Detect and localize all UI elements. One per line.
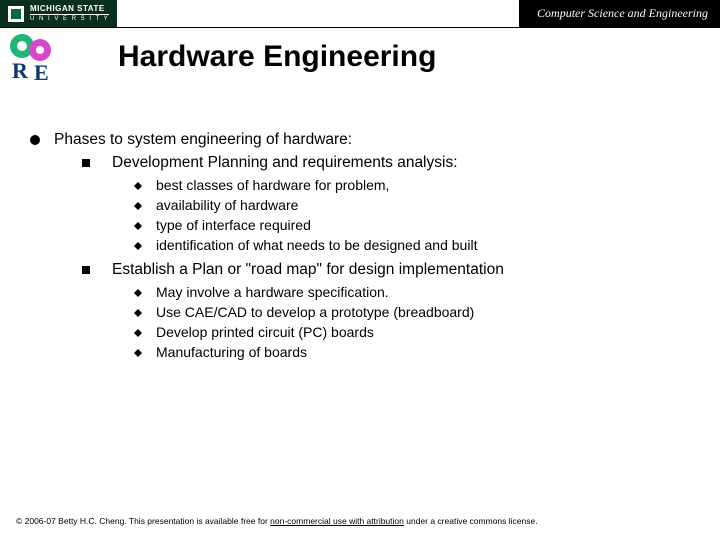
diamond-bullet-icon: [134, 202, 142, 210]
svg-text:R: R: [12, 58, 29, 83]
diamond-bullet-icon: [134, 222, 142, 230]
msu-text: MICHIGAN STATE U N I V E R S I T Y: [30, 5, 109, 22]
level3-text: type of interface required: [156, 216, 311, 235]
level2-text: Establish a Plan or "road map" for desig…: [112, 260, 504, 281]
msu-top-text: MICHIGAN STATE: [30, 5, 109, 13]
slide: MICHIGAN STATE U N I V E R S I T Y Compu…: [0, 0, 720, 540]
level3-text: Use CAE/CAD to develop a prototype (brea…: [156, 303, 474, 322]
msu-logo-block: MICHIGAN STATE U N I V E R S I T Y: [0, 0, 117, 27]
diamond-bullet-icon: [134, 182, 142, 190]
level2-text: Development Planning and requirements an…: [112, 153, 458, 174]
bullet-level3: type of interface required: [134, 216, 700, 235]
bullet-level2: Establish a Plan or "road map" for desig…: [82, 260, 700, 281]
bullet-level3: best classes of hardware for problem,: [134, 176, 700, 195]
level3-text: identification of what needs to be desig…: [156, 236, 477, 255]
level3-text: best classes of hardware for problem,: [156, 176, 389, 195]
svg-text:E: E: [34, 60, 49, 85]
bullet-level1: Phases to system engineering of hardware…: [30, 130, 700, 151]
slide-title: Hardware Engineering: [118, 40, 436, 74]
footer-copyright: © 2006-07 Betty H.C. Cheng. This present…: [16, 516, 538, 526]
diamond-bullet-icon: [134, 329, 142, 337]
level3-text: May involve a hardware specification.: [156, 283, 389, 302]
bullet-level3: availability of hardware: [134, 196, 700, 215]
diamond-bullet-icon: [134, 242, 142, 250]
gear-decoration-icon: R E: [6, 30, 60, 86]
footer-link-text: non-commercial use with attribution: [270, 516, 404, 526]
bullet-level3: identification of what needs to be desig…: [134, 236, 700, 255]
square-bullet-icon: [82, 159, 90, 167]
header-bar: MICHIGAN STATE U N I V E R S I T Y Compu…: [0, 0, 720, 28]
bullet-level3: Manufacturing of boards: [134, 343, 700, 362]
bullet-level3: Develop printed circuit (PC) boards: [134, 323, 700, 342]
level3-text: Develop printed circuit (PC) boards: [156, 323, 374, 342]
cse-block: Computer Science and Engineering: [519, 0, 720, 27]
cse-text: Computer Science and Engineering: [537, 6, 708, 21]
msu-logo-icon: [8, 6, 24, 22]
bullet-level3: May involve a hardware specification.: [134, 283, 700, 302]
level3-text: Manufacturing of boards: [156, 343, 307, 362]
bullet-level2: Development Planning and requirements an…: [82, 153, 700, 174]
bullet-level3: Use CAE/CAD to develop a prototype (brea…: [134, 303, 700, 322]
level3-group-b: May involve a hardware specification. Us…: [134, 283, 700, 362]
square-bullet-icon: [82, 266, 90, 274]
level3-text: availability of hardware: [156, 196, 298, 215]
footer-post: under a creative commons license.: [404, 516, 538, 526]
diamond-bullet-icon: [134, 349, 142, 357]
msu-bottom-text: U N I V E R S I T Y: [30, 14, 109, 22]
level1-text: Phases to system engineering of hardware…: [54, 130, 352, 151]
diamond-bullet-icon: [134, 309, 142, 317]
content-area: Phases to system engineering of hardware…: [30, 130, 700, 368]
footer-pre: © 2006-07 Betty H.C. Cheng. This present…: [16, 516, 270, 526]
circle-bullet-icon: [30, 135, 40, 145]
level3-group-a: best classes of hardware for problem, av…: [134, 176, 700, 255]
diamond-bullet-icon: [134, 289, 142, 297]
